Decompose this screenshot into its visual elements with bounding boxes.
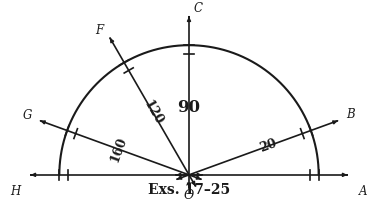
Text: B: B <box>346 108 355 121</box>
Text: 90: 90 <box>178 99 200 116</box>
Text: 120: 120 <box>141 99 166 128</box>
Text: 160: 160 <box>108 135 129 164</box>
Text: A: A <box>358 185 367 198</box>
Text: O: O <box>184 189 194 202</box>
Text: 20: 20 <box>258 137 279 155</box>
Text: Exs. 17–25: Exs. 17–25 <box>148 183 230 197</box>
Text: C: C <box>194 2 203 15</box>
Text: G: G <box>23 109 32 122</box>
Text: F: F <box>96 24 104 37</box>
Text: H: H <box>10 185 20 198</box>
